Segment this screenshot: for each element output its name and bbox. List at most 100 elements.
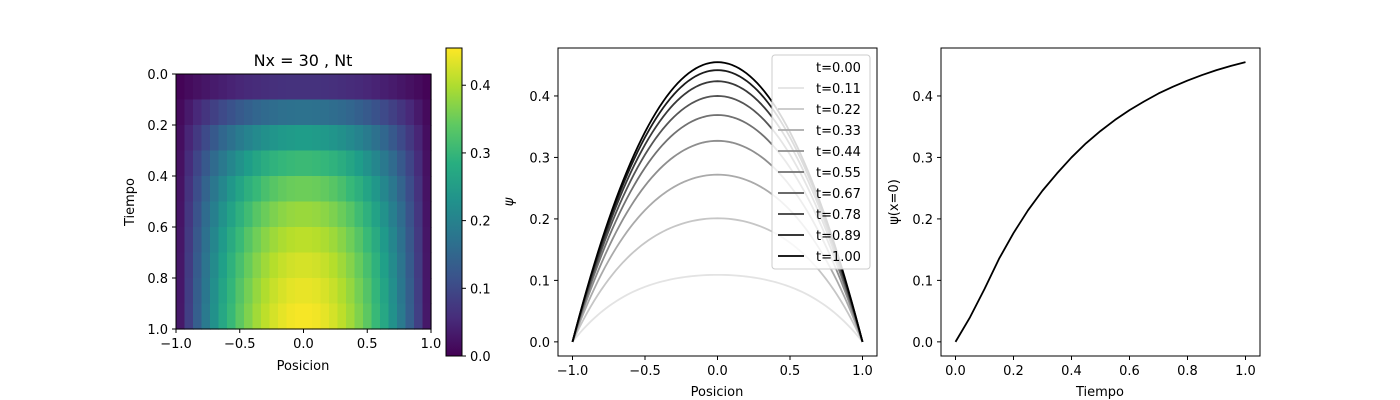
heatmap-y-tick-label: 0.6	[147, 221, 168, 236]
heatmap-cell	[363, 227, 373, 254]
heatmap-cell	[363, 278, 373, 305]
heatmap-cell	[380, 252, 390, 279]
heatmap-x-tick-label: −0.5	[224, 337, 256, 352]
heatmap-cell	[193, 74, 203, 101]
heatmap-cell	[269, 99, 279, 126]
heatmap-cell	[286, 278, 296, 305]
heatmap-cell	[176, 74, 186, 101]
colorbar-tick-label: 0.0	[470, 350, 491, 365]
heatmap-cell	[261, 150, 271, 177]
heatmap-cell	[176, 125, 186, 152]
heatmap-cell	[303, 176, 313, 203]
heatmap-cell	[337, 303, 347, 330]
heatmap-cell	[261, 74, 271, 101]
heatmap-cell	[227, 99, 237, 126]
heatmap-cell	[320, 99, 330, 126]
heatmap-cell	[227, 252, 237, 279]
heatmap-cell	[422, 278, 432, 305]
heatmap-cell	[346, 252, 356, 279]
heatmap-cell	[269, 252, 279, 279]
legend-entry: t=0.89	[816, 229, 861, 244]
heatmap-cell	[422, 74, 432, 101]
heatmap-cell	[371, 125, 381, 152]
heatmap-cell	[371, 227, 381, 254]
heatmap-cell	[303, 125, 313, 152]
heatmap-cell	[337, 278, 347, 305]
heatmap-cell	[380, 303, 390, 330]
heatmap-cell	[227, 176, 237, 203]
heatmap-cell	[397, 176, 407, 203]
heatmap-cell	[397, 252, 407, 279]
heatmap-cell	[363, 303, 373, 330]
heatmap-cell	[346, 125, 356, 152]
heatmap-cell	[176, 227, 186, 254]
heatmap-cell	[422, 303, 432, 330]
heatmap-cell	[414, 252, 424, 279]
x-tick-label: 1.0	[1235, 364, 1256, 379]
heatmap-cell	[363, 176, 373, 203]
heatmap-cell	[354, 99, 364, 126]
heatmap-cell	[303, 278, 313, 305]
colorbar-tick-label: 0.1	[470, 282, 491, 297]
heatmap-cell	[363, 99, 373, 126]
heatmap-cell	[397, 303, 407, 330]
heatmap-cell	[278, 99, 288, 126]
x-tick-label: 0.8	[1177, 364, 1198, 379]
heatmap-cell	[405, 303, 415, 330]
heatmap-cell	[269, 125, 279, 152]
heatmap-cell	[371, 99, 381, 126]
heatmap-cell	[227, 227, 237, 254]
heatmap-cell	[193, 176, 203, 203]
heatmap-cell	[201, 150, 211, 177]
heatmap-cell	[380, 150, 390, 177]
legend-entry: t=0.55	[816, 166, 861, 181]
heatmap-cell	[244, 74, 254, 101]
heatmap-cell	[295, 74, 305, 101]
heatmap-cell	[329, 125, 339, 152]
heatmap-cell	[193, 99, 203, 126]
y-tick-label: 0.2	[529, 213, 550, 228]
heatmap-cell	[295, 201, 305, 228]
heatmap-cell	[329, 201, 339, 228]
heatmap-cell	[380, 227, 390, 254]
heatmap-cell	[269, 201, 279, 228]
heatmap-cell	[227, 125, 237, 152]
heatmap-cell	[278, 201, 288, 228]
heatmap-cell	[261, 99, 271, 126]
legend-entry: t=0.44	[816, 145, 861, 160]
heatmap-cell	[371, 303, 381, 330]
heatmap-cell	[346, 99, 356, 126]
heatmap-cell	[184, 201, 194, 228]
colorbar-tick-label: 0.3	[470, 147, 491, 162]
heatmap-cell	[244, 125, 254, 152]
heatmap-cell	[337, 176, 347, 203]
series-line	[571, 273, 864, 343]
colorbar: 0.0 0.1 0.2 0.3 0.4	[445, 47, 491, 365]
heatmap-cell	[184, 278, 194, 305]
heatmap-cell	[227, 150, 237, 177]
center-lines	[954, 61, 1246, 343]
heatmap-cell	[354, 227, 364, 254]
heatmap-cell	[184, 74, 194, 101]
heatmap-cell	[346, 303, 356, 330]
heatmap-cell	[414, 227, 424, 254]
heatmap-cell	[244, 227, 254, 254]
heatmap-cell	[210, 125, 220, 152]
heatmap-cell	[320, 125, 330, 152]
heatmap-cell	[405, 74, 415, 101]
heatmap-cell	[414, 201, 424, 228]
heatmap-cell	[286, 227, 296, 254]
heatmap-x-axis-label: Posicion	[277, 359, 330, 374]
heatmap-cell	[201, 303, 211, 330]
heatmap-cell	[176, 150, 186, 177]
heatmap-cell	[312, 278, 322, 305]
heatmap-cell	[312, 176, 322, 203]
y-tick-label: 0.3	[529, 151, 550, 166]
heatmap-cell	[278, 125, 288, 152]
legend-entry: t=0.22	[816, 103, 861, 118]
heatmap-cell	[405, 176, 415, 203]
heatmap-cell	[269, 303, 279, 330]
heatmap-cell	[397, 227, 407, 254]
heatmap-cell	[371, 74, 381, 101]
heatmap-cell	[176, 303, 186, 330]
